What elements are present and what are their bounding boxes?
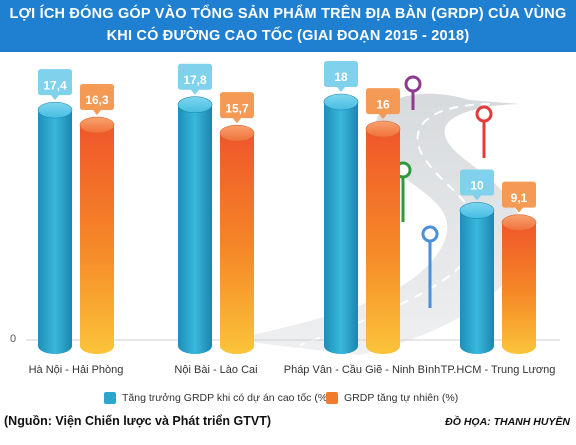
legend-item-growth: Tăng trưởng GRDP khi có dự án cao tốc (%… (104, 392, 331, 404)
value-label: 15,7 (225, 101, 249, 115)
value-bubble-natural-3: 9,1 (502, 181, 536, 213)
legend-swatch-teal (104, 392, 116, 404)
bar-natural-3 (501, 214, 537, 354)
title-line-2: KHI CÓ ĐƯỜNG CAO TỐC (GIAI ĐOẠN 2015 - 2… (106, 28, 470, 44)
legend-swatch-orange (326, 392, 338, 404)
value-label: 17,4 (43, 78, 67, 92)
value-label: 10 (470, 179, 484, 193)
title-line-1: LỢI ÍCH ĐÓNG GÓP VÀO TỔNG SẢN PHẨM TRÊN … (9, 6, 567, 22)
value-label: 18 (334, 70, 348, 84)
chart-title: LỢI ÍCH ĐÓNG GÓP VÀO TỔNG SẢN PHẨM TRÊN … (0, 3, 576, 47)
value-label: 9,1 (511, 191, 528, 205)
bar-natural-0 (79, 116, 115, 355)
source-note: (Nguồn: Viện Chiến lược và Phát triển GT… (4, 414, 272, 428)
value-bubble-growth-0: 17,4 (38, 69, 72, 101)
category-label-phapvan-ninhbinh: Pháp Vân - Cầu Giẽ - Ninh Bình (283, 364, 441, 376)
bar-natural-2 (365, 120, 401, 354)
pin-icons (394, 75, 493, 308)
value-bubble-natural-0: 16,3 (80, 84, 114, 116)
category-label-hanoi-haiphong: Hà Nội - Hải Phòng (28, 364, 124, 376)
value-bubble-natural-1: 15,7 (220, 92, 254, 124)
bar-growth-3 (459, 202, 495, 354)
legend-label-natural: GRDP tăng tự nhiên (%) (344, 392, 459, 404)
category-label-noibai-laocai: Nội Bài - Lào Cai (174, 364, 258, 376)
bar-growth-0 (37, 101, 73, 354)
value-bubble-growth-2: 18 (324, 61, 358, 92)
legend-label-growth: Tăng trưởng GRDP khi có dự án cao tốc (%… (122, 392, 331, 404)
bar-growth-1 (177, 96, 213, 354)
graphic-credit: ĐỒ HỌA: THANH HUYỀN (445, 416, 570, 428)
bar-natural-1 (219, 124, 255, 354)
value-label: 16,3 (85, 93, 109, 107)
value-label: 16 (376, 97, 390, 111)
value-label: 17,8 (183, 73, 207, 87)
value-bubble-growth-3: 10 (460, 169, 494, 201)
value-bubble-natural-2: 16 (366, 88, 400, 120)
y-axis-tick-0: 0 (10, 333, 17, 345)
bar-growth-2 (323, 93, 359, 354)
title-banner: LỢI ÍCH ĐÓNG GÓP VÀO TỔNG SẢN PHẨM TRÊN … (0, 0, 576, 52)
value-bubble-growth-1: 17,8 (178, 63, 212, 95)
legend-item-natural: GRDP tăng tự nhiên (%) (326, 392, 458, 404)
category-label-tphcm-trungluong: TP.HCM - Trung Lương (440, 364, 556, 376)
